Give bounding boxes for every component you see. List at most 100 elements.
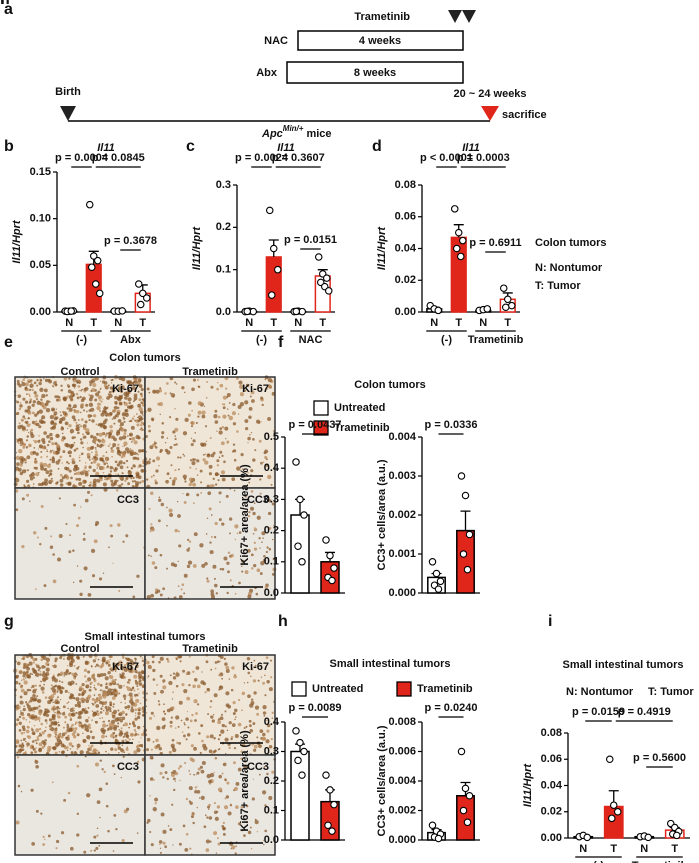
texture	[188, 684, 190, 686]
group-label: (-)	[256, 334, 267, 346]
texture	[98, 665, 100, 667]
texture	[53, 386, 54, 387]
texture	[33, 670, 37, 674]
texture	[96, 698, 99, 701]
texture	[173, 477, 177, 481]
texture	[92, 574, 95, 577]
texture	[129, 739, 131, 741]
texture	[94, 398, 97, 401]
texture	[93, 836, 96, 839]
texture	[193, 747, 197, 751]
texture	[21, 458, 25, 462]
texture	[75, 704, 78, 707]
texture	[97, 800, 101, 804]
texture	[55, 847, 57, 849]
texture	[75, 697, 79, 701]
texture	[158, 703, 160, 705]
texture	[121, 777, 122, 778]
texture	[41, 731, 44, 734]
texture	[137, 832, 139, 834]
texture	[15, 508, 18, 511]
texture	[57, 674, 60, 677]
texture	[209, 816, 212, 819]
texture	[79, 460, 81, 462]
texture	[118, 474, 120, 476]
texture	[259, 440, 262, 443]
sacrifice-label: sacrifice	[502, 109, 547, 121]
texture	[142, 660, 144, 662]
data-point	[456, 229, 462, 235]
texture	[60, 483, 64, 487]
texture	[56, 408, 57, 409]
texture	[183, 824, 186, 827]
texture	[199, 797, 200, 798]
texture	[127, 397, 131, 401]
texture	[70, 847, 74, 851]
texture	[76, 524, 79, 527]
texture	[125, 534, 128, 537]
texture	[77, 431, 80, 434]
y-tick-label: 0.002	[388, 509, 416, 521]
texture	[230, 803, 232, 805]
texture	[69, 742, 73, 746]
data-point	[435, 835, 441, 841]
data-point	[299, 559, 305, 565]
texture	[194, 532, 198, 536]
texture	[260, 421, 261, 422]
texture	[187, 711, 188, 712]
texture	[165, 442, 166, 443]
texture	[160, 554, 163, 557]
texture	[64, 467, 67, 470]
texture	[249, 720, 252, 723]
texture	[88, 694, 92, 698]
texture	[86, 793, 90, 797]
y-tick-label: 0.00	[30, 306, 51, 318]
texture	[33, 748, 36, 751]
texture	[234, 709, 237, 712]
texture	[88, 409, 91, 412]
texture	[191, 425, 193, 427]
texture	[176, 685, 179, 688]
texture	[52, 676, 54, 678]
texture	[122, 839, 125, 842]
texture	[225, 666, 229, 670]
texture	[69, 470, 72, 473]
texture	[136, 423, 139, 426]
texture	[23, 680, 27, 684]
texture	[69, 455, 71, 457]
texture	[117, 444, 119, 446]
texture	[142, 398, 144, 400]
stain-label: Ki-67	[242, 383, 269, 395]
texture	[127, 747, 128, 748]
texture	[36, 412, 39, 415]
texture	[35, 420, 37, 422]
texture	[196, 422, 198, 424]
texture	[192, 671, 194, 673]
texture	[22, 728, 25, 731]
texture	[238, 723, 242, 727]
texture	[60, 414, 62, 416]
texture	[76, 393, 79, 396]
p-value: p = 0.0437	[289, 419, 342, 431]
texture	[154, 798, 158, 802]
texture	[96, 463, 100, 467]
texture	[38, 705, 40, 707]
texture	[115, 828, 117, 830]
texture	[100, 665, 103, 668]
texture	[241, 709, 242, 710]
texture	[215, 420, 219, 424]
texture	[34, 715, 37, 718]
texture	[20, 696, 23, 699]
texture	[49, 734, 52, 737]
texture	[76, 674, 78, 676]
texture	[103, 691, 107, 695]
texture	[108, 688, 112, 692]
texture	[50, 546, 53, 549]
texture	[201, 564, 205, 568]
texture	[106, 478, 108, 480]
texture	[25, 677, 26, 678]
texture	[165, 480, 169, 484]
texture	[132, 464, 135, 467]
texture	[35, 588, 37, 590]
texture	[50, 421, 54, 425]
